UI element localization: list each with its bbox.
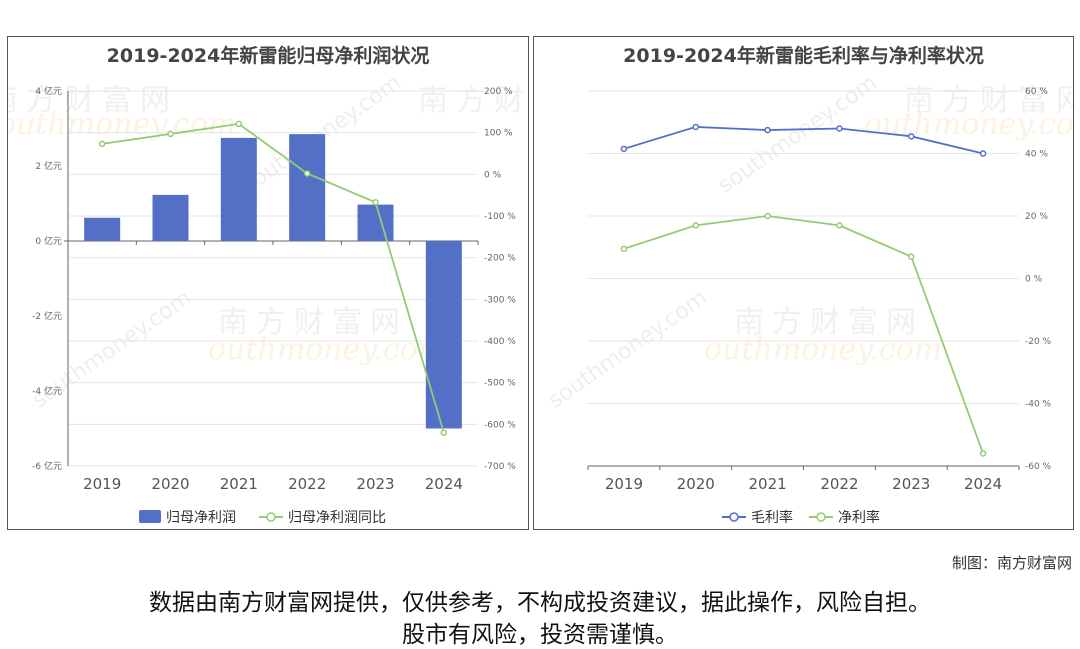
- x-tick-label: 2024: [964, 475, 1002, 493]
- line-point: [620, 145, 628, 153]
- left-axis-tick-label: -6 亿元: [32, 460, 62, 472]
- bar: [84, 217, 121, 241]
- right-axis-tick-label: -200 %: [484, 254, 516, 264]
- line-point: [908, 133, 915, 140]
- line-point: [836, 125, 843, 132]
- legend-label: 归母净利润同比: [288, 509, 386, 526]
- x-tick-label: 2023: [892, 475, 930, 493]
- margin-chart-panel: 南方财富网 outhmoney.com 南方财富网 outhmoney.com …: [533, 36, 1074, 530]
- bar: [152, 194, 189, 241]
- right-axis-tick-label: -400 %: [484, 337, 516, 347]
- line-point: [836, 222, 843, 229]
- right-axis-tick-label: -100 %: [484, 212, 516, 222]
- right-axis-tick-label: -300 %: [484, 295, 516, 305]
- x-tick-label: 2020: [151, 475, 189, 493]
- x-tick-label: 2020: [677, 475, 715, 493]
- legend-label: 净利率: [838, 509, 880, 526]
- line-point: [235, 120, 243, 128]
- disclaimer-line: 数据由南方财富网提供，仅供参考，不构成投资建议，据此操作，风险自担。: [149, 590, 931, 616]
- series-line: [623, 215, 984, 454]
- legend-label: 毛利率: [751, 509, 793, 526]
- line-point: [620, 245, 628, 253]
- series-line: [102, 122, 445, 433]
- x-tick-label: 2019: [83, 475, 121, 493]
- legend-marker: [729, 512, 739, 522]
- right-axis-tick-label: 0 %: [484, 170, 502, 180]
- right-axis-tick-label: -20 %: [1025, 337, 1052, 347]
- line-point: [167, 130, 174, 138]
- right-axis-tick-label: 0 %: [1025, 275, 1043, 285]
- legend-marker: [266, 512, 276, 522]
- chart-title: 2019-2024年新雷能毛利率与净利率状况: [623, 45, 984, 67]
- right-axis-tick-label: 100 %: [484, 129, 513, 139]
- right-axis-tick-label: 60 %: [1025, 87, 1048, 97]
- line-point: [98, 140, 106, 148]
- line-point: [979, 450, 987, 457]
- line-point: [764, 212, 771, 220]
- x-tick-label: 2022: [820, 475, 858, 493]
- x-tick-label: 2019: [605, 475, 643, 493]
- x-tick-label: 2022: [288, 475, 326, 493]
- x-tick-label: 2024: [425, 475, 463, 493]
- series-line: [623, 126, 984, 155]
- right-axis-tick-label: -600 %: [484, 420, 516, 430]
- left-axis-tick-label: 0 亿元: [35, 235, 62, 247]
- legend-label: 归母净利润: [166, 509, 236, 526]
- x-tick-label: 2021: [748, 475, 786, 493]
- bar: [220, 137, 257, 241]
- legend-swatch: [139, 510, 161, 523]
- legend-marker: [816, 512, 826, 522]
- net-profit-chart-panel: 南方财富网 outhmoney.com 南方财富网 南方财富网 outhmone…: [7, 36, 529, 530]
- line-point: [692, 123, 699, 131]
- bar: [425, 241, 462, 429]
- x-tick-label: 2023: [356, 475, 394, 493]
- line-point: [692, 222, 699, 229]
- left-axis-tick-label: 2 亿元: [35, 160, 62, 172]
- right-axis-tick-label: 20 %: [1025, 212, 1048, 222]
- line-point: [764, 126, 771, 134]
- right-axis-tick-label: 200 %: [484, 87, 513, 97]
- line-point: [979, 150, 987, 157]
- x-tick-label: 2021: [220, 475, 258, 493]
- disclaimer-line: 股市有风险，投资需谨慎。: [402, 622, 678, 648]
- right-axis-tick-label: -500 %: [484, 379, 516, 389]
- right-axis-tick-label: 40 %: [1025, 150, 1048, 160]
- chart-title: 2019-2024年新雷能归母净利润状况: [106, 45, 430, 67]
- line-point: [908, 253, 915, 260]
- right-axis-tick-label: -40 %: [1025, 400, 1052, 410]
- left-axis-tick-label: 4 亿元: [35, 85, 62, 97]
- line-point: [372, 199, 379, 206]
- right-axis-tick-label: -60 %: [1025, 462, 1052, 472]
- left-axis-tick-label: -4 亿元: [32, 385, 62, 397]
- chart-credit: 制图：南方财富网: [951, 554, 1072, 572]
- line-point: [440, 429, 448, 436]
- bar: [289, 134, 326, 241]
- margin-chart: -60 % -40 % -20 % 0 % 20 % 40 % 60 % 2019 2020 20…: [587, 87, 1052, 526]
- line-point: [303, 170, 311, 177]
- bar: [357, 204, 394, 241]
- right-axis-tick-label: -700 %: [484, 462, 516, 472]
- left-axis-tick-label: -2 亿元: [32, 310, 62, 322]
- net-profit-chart: -6 亿元 -4 亿元 -2 亿元 0 亿元 2 亿元 4 亿元 -700 % -600 % -…: [32, 85, 516, 526]
